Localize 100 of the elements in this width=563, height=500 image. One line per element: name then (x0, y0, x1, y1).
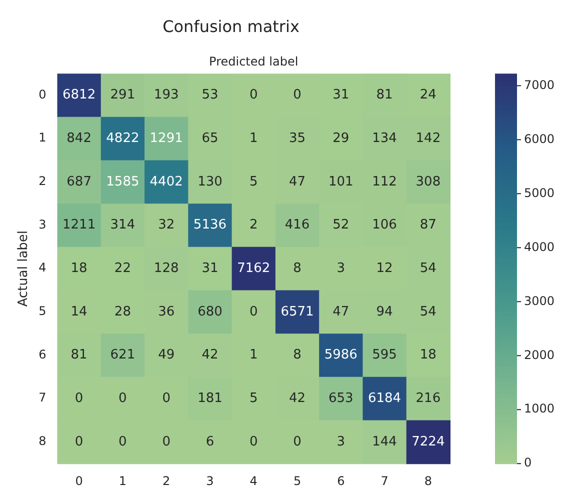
data-label: 291 (110, 88, 136, 103)
data-label: 22 (114, 260, 131, 276)
chart-title: Confusion matrix (162, 16, 300, 36)
data-label: 5 (249, 174, 258, 190)
data-label: 842 (66, 130, 92, 146)
data-label: 42 (202, 348, 218, 363)
data-label: 5136 (193, 218, 227, 233)
data-label: 42 (288, 390, 306, 406)
data-label: 18 (70, 260, 88, 276)
x-tick-label: 7 (380, 474, 388, 488)
data-label: 52 (332, 218, 350, 233)
x-tick-label: 6 (337, 474, 345, 488)
data-label: 6812 (62, 88, 96, 103)
data-label: 0 (249, 434, 258, 450)
data-label: 101 (328, 174, 354, 190)
y-tick-label: 0 (38, 87, 46, 102)
data-label: 687 (66, 174, 92, 190)
data-label: 0 (162, 390, 170, 406)
data-label: 621 (110, 348, 136, 363)
y-tick-label: 6 (38, 347, 46, 362)
x-tick-label: 3 (206, 474, 214, 488)
data-label: 2 (249, 218, 258, 233)
data-label: 7162 (237, 260, 270, 276)
data-label: 7224 (412, 434, 445, 450)
data-label: 1 (249, 348, 258, 363)
data-label: 31 (202, 260, 218, 276)
color-bar-label: 0 (524, 456, 532, 470)
color-bar-label: 2000 (524, 348, 555, 362)
data-label: 18 (420, 348, 436, 363)
data-label: 0 (293, 88, 302, 103)
y-tick-label: 8 (38, 434, 46, 448)
color-bar-label: 1000 (524, 402, 555, 416)
color-bar-label: 5000 (524, 186, 555, 200)
data-label: 81 (376, 88, 393, 103)
data-label: 4822 (106, 130, 140, 146)
data-label: 106 (372, 218, 397, 233)
data-label: 31 (332, 88, 350, 103)
data-label: 49 (158, 348, 175, 363)
data-label: 0 (118, 434, 127, 450)
x-tick-label: 2 (162, 474, 170, 488)
x-tick-label: 8 (424, 474, 432, 488)
data-label: 47 (332, 304, 350, 320)
data-label: 24 (420, 88, 436, 103)
data-label: 5 (249, 390, 258, 406)
data-label: 29 (332, 130, 350, 146)
data-label: 416 (284, 218, 310, 233)
y-tick-label: 7 (38, 390, 46, 405)
data-label: 193 (154, 88, 179, 103)
data-label: 65 (202, 130, 218, 146)
data-label: 6184 (368, 390, 402, 406)
data-label: 181 (198, 390, 222, 406)
data-label: 144 (372, 434, 397, 450)
data-label: 0 (74, 434, 84, 450)
data-label: 314 (110, 218, 136, 233)
data-label: 35 (288, 130, 306, 146)
data-label: 0 (249, 88, 258, 103)
data-label: 14 (70, 304, 88, 320)
data-label: 6571 (280, 304, 314, 320)
data-label: 81 (70, 348, 88, 363)
x-tick-label: 5 (293, 474, 302, 488)
data-label: 0 (162, 434, 170, 450)
y-tick-label: 3 (38, 217, 46, 232)
data-label: 112 (372, 174, 397, 190)
data-label: 94 (376, 304, 393, 320)
data-label: 47 (288, 174, 306, 190)
y-tick-label: 1 (38, 130, 46, 145)
x-axis-title: Predicted label (209, 54, 298, 69)
data-label: 595 (372, 348, 397, 363)
data-label: 28 (114, 304, 131, 320)
data-label: 1291 (150, 130, 183, 146)
data-label: 54 (420, 304, 436, 320)
data-label: 134 (372, 130, 397, 146)
data-label: 1585 (106, 174, 140, 190)
y-tick-label: 5 (38, 304, 46, 318)
data-label: 308 (416, 174, 441, 190)
y-tick-label: 4 (38, 260, 46, 275)
x-tick-label: 0 (75, 474, 83, 488)
data-label: 12 (376, 260, 393, 276)
data-label: 8 (293, 260, 302, 276)
data-label: 6 (206, 434, 214, 450)
data-label: 1211 (62, 218, 96, 233)
data-label: 0 (118, 390, 127, 406)
data-label: 5986 (324, 348, 358, 363)
data-label: 1 (249, 130, 258, 146)
data-label: 3 (336, 260, 346, 276)
data-label: 32 (158, 218, 175, 233)
x-tick-label: 1 (118, 474, 127, 488)
data-label: 0 (74, 390, 84, 406)
color-bar-label: 7000 (524, 78, 555, 92)
data-label: 87 (420, 218, 436, 233)
data-label: 128 (154, 260, 179, 276)
color-bar-label: 3000 (524, 294, 555, 308)
color-bar-label: 6000 (524, 132, 555, 146)
y-tick-label: 2 (38, 174, 46, 188)
data-label: 54 (420, 260, 436, 276)
data-label: 680 (198, 304, 222, 320)
data-label: 4402 (150, 174, 183, 190)
data-label: 36 (158, 304, 175, 320)
data-label: 53 (202, 88, 218, 103)
data-label: 0 (293, 434, 302, 450)
